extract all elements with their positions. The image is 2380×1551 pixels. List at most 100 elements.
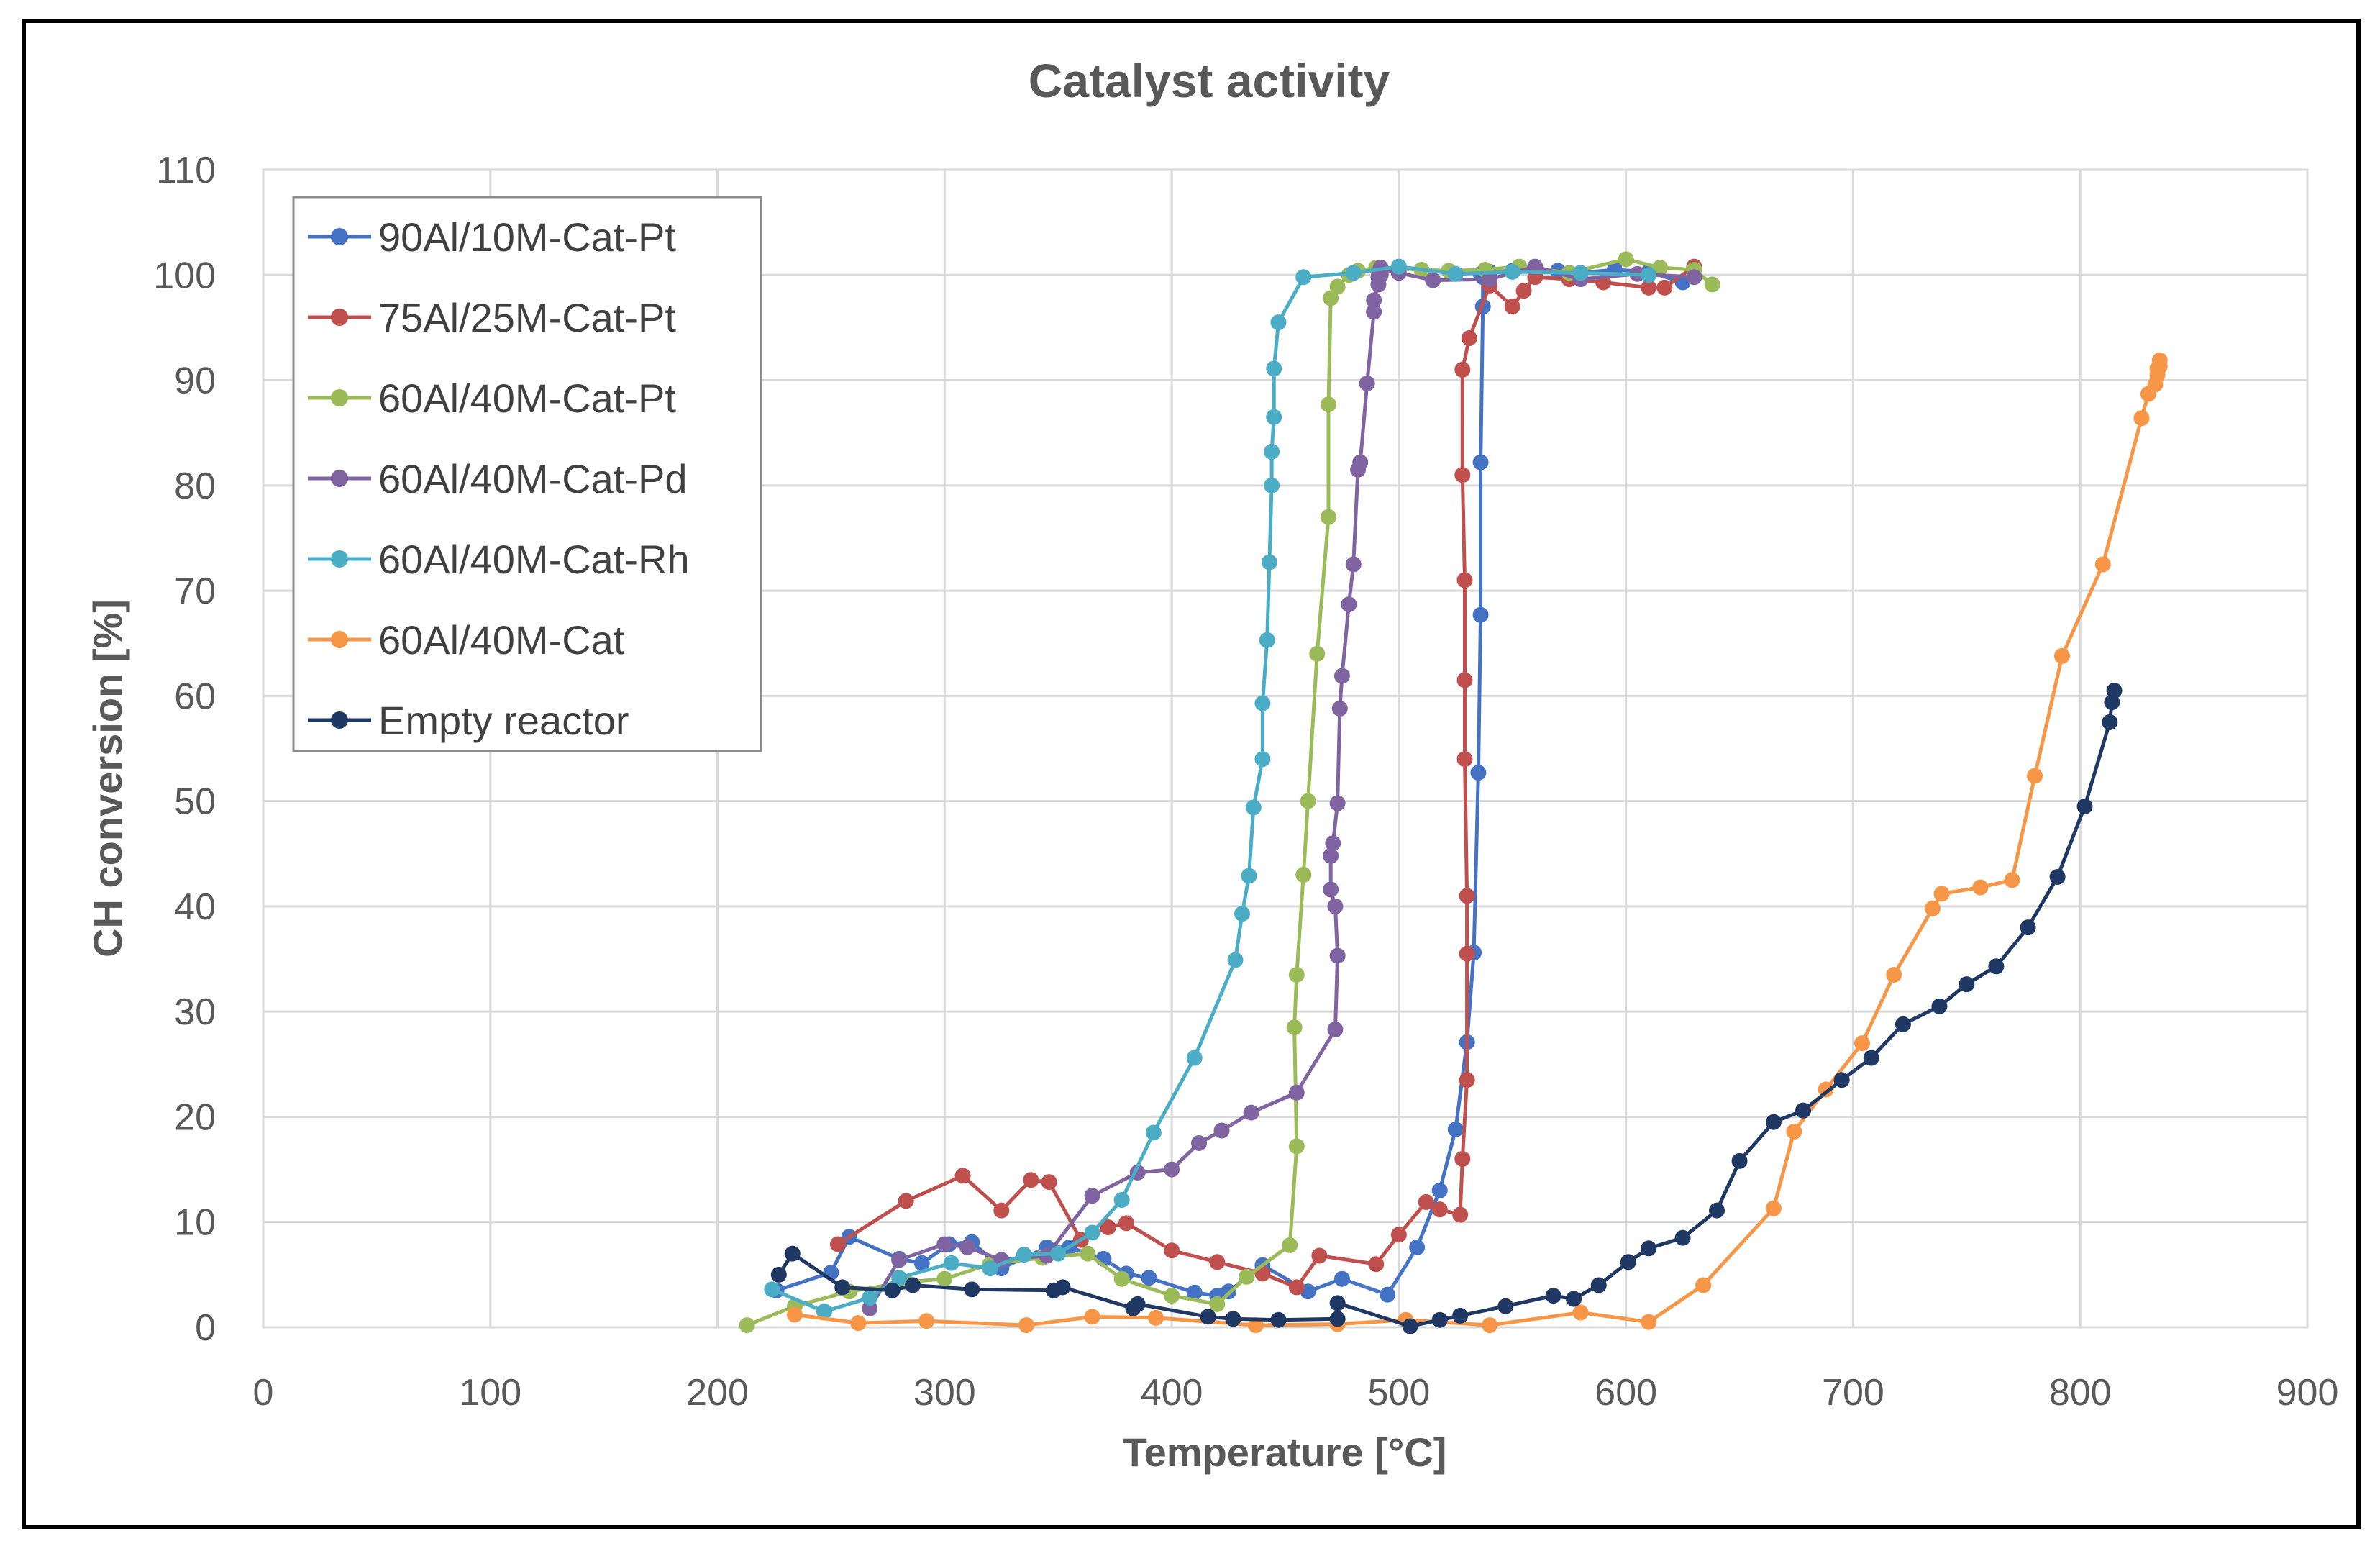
data-point bbox=[1472, 454, 1489, 470]
series-2 bbox=[739, 251, 1720, 1334]
data-point bbox=[1652, 260, 1669, 276]
data-point bbox=[1164, 1242, 1180, 1259]
y-axis-label: CH conversion [%] bbox=[85, 599, 130, 958]
legend-marker bbox=[331, 631, 348, 648]
data-point bbox=[1418, 1193, 1434, 1210]
data-point bbox=[1333, 668, 1350, 684]
data-point bbox=[1461, 330, 1477, 347]
data-point bbox=[1704, 276, 1720, 293]
data-point bbox=[1459, 945, 1475, 962]
data-point bbox=[1390, 1227, 1407, 1243]
data-point bbox=[1641, 1314, 1657, 1330]
data-point bbox=[1209, 1254, 1226, 1270]
data-point bbox=[1333, 1270, 1350, 1287]
data-point bbox=[1329, 795, 1346, 811]
data-point bbox=[2027, 768, 2043, 784]
data-point bbox=[1452, 1206, 1469, 1223]
tick-labels: 0 100 200 300 400 500 600 700 800 900 0 10 20 30 40 50 6… bbox=[153, 150, 2338, 1414]
legend-marker bbox=[331, 228, 348, 245]
data-point bbox=[1618, 251, 1634, 268]
data-point bbox=[936, 1270, 953, 1287]
data-point bbox=[1323, 881, 1339, 898]
x-tick-label: 500 bbox=[1368, 1372, 1431, 1414]
legend-label: 60Al/40M-Cat-Pd bbox=[378, 456, 688, 501]
data-point bbox=[1245, 799, 1262, 816]
y-tick-label: 110 bbox=[156, 150, 216, 191]
data-point bbox=[918, 1313, 935, 1329]
data-point bbox=[2020, 919, 2036, 936]
data-point bbox=[2049, 868, 2066, 885]
data-point bbox=[1545, 1288, 1561, 1304]
x-tick-label: 200 bbox=[686, 1372, 749, 1414]
data-point bbox=[1264, 444, 1280, 460]
data-point bbox=[1288, 1279, 1305, 1296]
data-point bbox=[1368, 1256, 1385, 1273]
data-point bbox=[1854, 1035, 1871, 1052]
data-point bbox=[898, 1193, 914, 1209]
data-point bbox=[1708, 1202, 1725, 1219]
legend-box bbox=[292, 196, 762, 752]
x-tick-label: 300 bbox=[913, 1372, 976, 1414]
data-point bbox=[1695, 1277, 1712, 1293]
data-point bbox=[1972, 879, 1989, 896]
series-line bbox=[836, 265, 1695, 1289]
data-point bbox=[1141, 1270, 1157, 1286]
series-4 bbox=[764, 258, 1657, 1320]
data-point bbox=[1209, 1296, 1226, 1312]
data-point bbox=[2102, 714, 2118, 730]
legend-marker bbox=[331, 711, 348, 729]
data-point bbox=[1113, 1270, 1130, 1287]
data-point bbox=[1833, 1072, 1850, 1088]
data-point bbox=[1186, 1050, 1203, 1066]
series-5 bbox=[786, 352, 2168, 1334]
data-point bbox=[936, 1236, 953, 1252]
data-point bbox=[1459, 888, 1475, 904]
data-point bbox=[982, 1260, 998, 1277]
data-point bbox=[1118, 1215, 1134, 1232]
data-point bbox=[1456, 751, 1473, 768]
data-point bbox=[1264, 477, 1280, 494]
y-tick-label: 40 bbox=[174, 886, 216, 928]
data-point bbox=[1113, 1192, 1130, 1209]
data-point bbox=[1286, 1019, 1303, 1036]
data-point bbox=[1341, 596, 1357, 613]
data-point bbox=[1641, 279, 1657, 296]
data-point bbox=[1924, 900, 1941, 916]
data-point bbox=[1504, 299, 1520, 315]
data-point bbox=[1100, 1219, 1116, 1236]
data-point bbox=[1148, 1309, 1164, 1326]
x-tick-label: 800 bbox=[2049, 1372, 2112, 1414]
data-point bbox=[1329, 1311, 1346, 1327]
series-6 bbox=[770, 683, 2123, 1334]
data-point bbox=[1254, 695, 1271, 711]
series-line bbox=[867, 265, 1695, 1310]
data-point bbox=[1259, 632, 1275, 648]
legend-label: 60Al/40M-Cat-Rh bbox=[378, 537, 690, 582]
y-tick-label: 30 bbox=[174, 991, 216, 1033]
data-point bbox=[1345, 556, 1362, 573]
data-point bbox=[1329, 947, 1346, 964]
data-point bbox=[1497, 1298, 1514, 1314]
legend-label: Empty reactor bbox=[378, 698, 629, 743]
data-point bbox=[1270, 314, 1287, 331]
data-point bbox=[1447, 265, 1464, 282]
data-point bbox=[1213, 1122, 1230, 1139]
y-tick-label: 90 bbox=[174, 360, 216, 402]
data-point bbox=[1895, 1016, 1911, 1032]
legend-label: 60Al/40M-Cat bbox=[378, 617, 625, 663]
data-point bbox=[1765, 1200, 1782, 1216]
data-point bbox=[1261, 554, 1277, 570]
data-point bbox=[1482, 1317, 1498, 1334]
legend-label: 75Al/25M-Cat-Pt bbox=[378, 295, 676, 340]
data-point bbox=[1431, 1182, 1448, 1198]
data-point bbox=[1731, 1152, 1748, 1169]
data-point bbox=[1309, 645, 1326, 662]
data-point bbox=[1988, 958, 2005, 975]
series-line bbox=[777, 690, 2117, 1328]
data-point bbox=[770, 1266, 787, 1283]
data-point bbox=[1572, 1304, 1589, 1321]
data-point bbox=[1325, 835, 1341, 852]
chart-frame: Catalyst activity 0 100 200 300 400 500 600 700… bbox=[22, 19, 2361, 1529]
data-point bbox=[1234, 906, 1251, 922]
data-point bbox=[1352, 454, 1369, 470]
